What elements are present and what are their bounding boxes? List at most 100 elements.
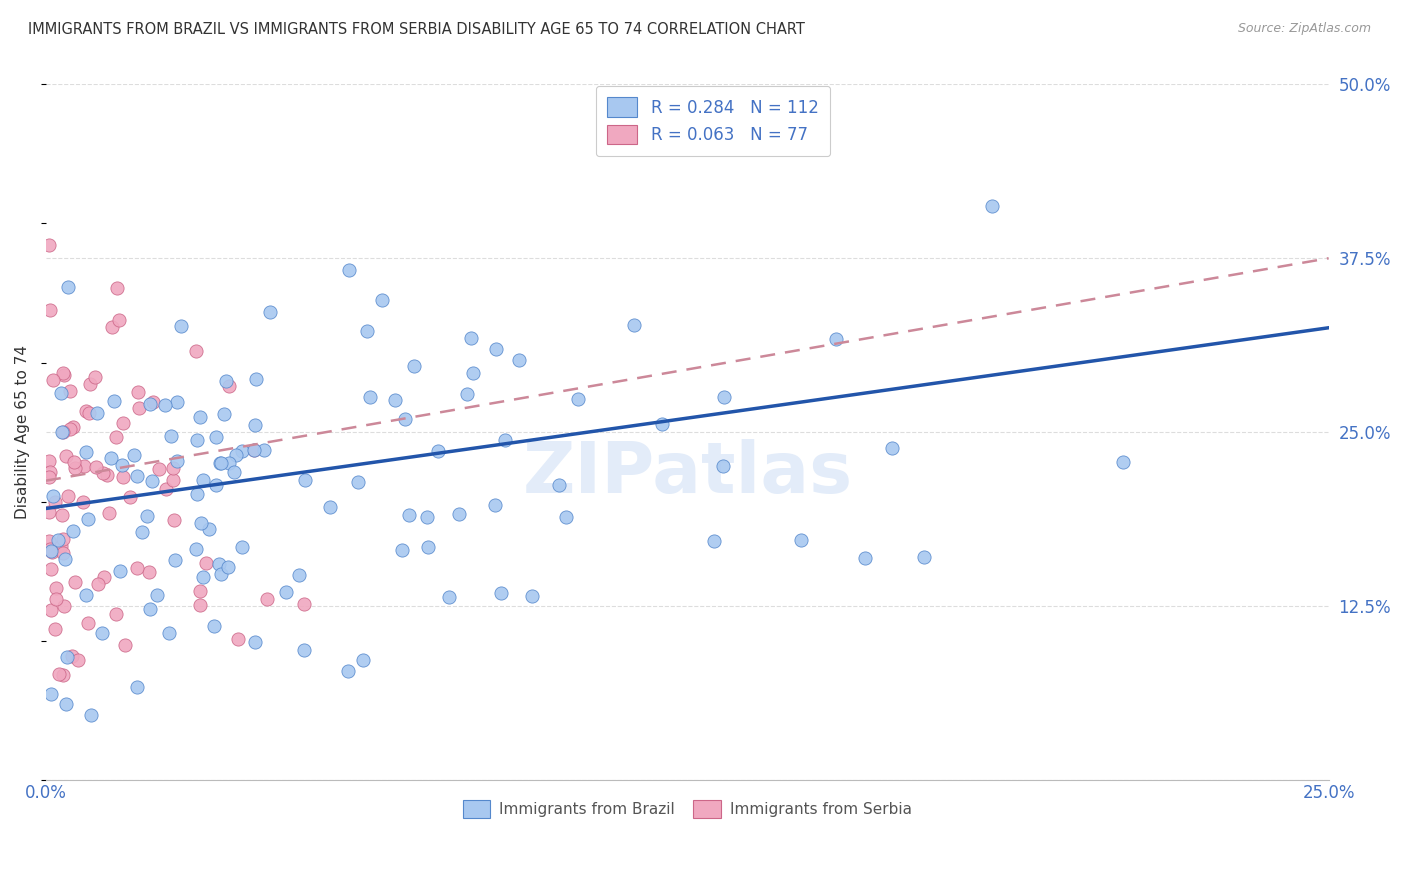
Point xyxy=(114,638,136,652)
Point xyxy=(73,458,96,473)
Point xyxy=(83,369,105,384)
Point xyxy=(274,585,297,599)
Point xyxy=(105,430,128,444)
Point xyxy=(110,458,132,472)
Point xyxy=(912,549,935,564)
Point xyxy=(190,584,212,599)
Point xyxy=(58,279,80,293)
Point xyxy=(148,462,170,476)
Point xyxy=(87,577,110,591)
Point xyxy=(91,466,114,480)
Point xyxy=(226,632,249,646)
Point xyxy=(142,395,165,409)
Point xyxy=(703,533,725,548)
Point xyxy=(162,460,184,475)
Point xyxy=(62,420,84,434)
Point xyxy=(259,304,281,318)
Point xyxy=(39,687,62,701)
Legend: Immigrants from Brazil, Immigrants from Serbia: Immigrants from Brazil, Immigrants from … xyxy=(457,794,918,824)
Point xyxy=(186,542,208,557)
Point xyxy=(52,366,75,380)
Point xyxy=(84,460,107,475)
Point xyxy=(416,541,439,555)
Point xyxy=(484,342,506,356)
Point xyxy=(51,508,73,522)
Point xyxy=(38,533,60,548)
Point xyxy=(456,387,478,401)
Point xyxy=(489,586,512,600)
Point xyxy=(66,653,89,667)
Point xyxy=(1112,454,1135,468)
Point xyxy=(319,500,342,514)
Point xyxy=(170,319,193,334)
Point xyxy=(159,428,181,442)
Point xyxy=(38,237,60,252)
Point xyxy=(416,510,439,524)
Point xyxy=(127,469,149,483)
Point xyxy=(77,406,100,420)
Point xyxy=(359,391,381,405)
Point xyxy=(63,455,86,469)
Point xyxy=(59,421,82,435)
Text: ZIPatlas: ZIPatlas xyxy=(522,439,852,508)
Point xyxy=(209,566,232,581)
Point xyxy=(52,425,75,440)
Point xyxy=(141,474,163,488)
Point xyxy=(76,615,98,630)
Point xyxy=(52,532,75,546)
Point xyxy=(253,442,276,457)
Point xyxy=(209,456,232,470)
Point xyxy=(75,404,97,418)
Point xyxy=(60,649,83,664)
Point xyxy=(52,668,75,682)
Point xyxy=(188,599,211,613)
Point xyxy=(98,506,121,520)
Point xyxy=(55,697,77,711)
Point xyxy=(191,570,214,584)
Point xyxy=(218,379,240,393)
Point xyxy=(42,489,65,503)
Point xyxy=(120,490,142,504)
Point xyxy=(212,407,235,421)
Point xyxy=(243,442,266,457)
Point xyxy=(186,343,208,358)
Point xyxy=(824,333,846,347)
Point xyxy=(208,557,231,571)
Point xyxy=(256,591,278,606)
Point xyxy=(288,568,311,582)
Point xyxy=(75,445,97,459)
Point xyxy=(204,430,226,444)
Point xyxy=(55,450,77,464)
Point xyxy=(46,533,69,547)
Point xyxy=(127,561,149,575)
Point xyxy=(52,546,75,560)
Point xyxy=(294,643,316,657)
Point xyxy=(391,542,413,557)
Point xyxy=(193,473,215,487)
Point xyxy=(162,473,184,487)
Point xyxy=(439,591,461,605)
Point xyxy=(880,441,903,455)
Point xyxy=(100,451,122,466)
Point xyxy=(59,384,82,399)
Point xyxy=(292,597,315,611)
Point xyxy=(49,539,72,553)
Point xyxy=(460,331,482,345)
Point xyxy=(347,475,370,490)
Point xyxy=(111,469,134,483)
Point xyxy=(86,406,108,420)
Point xyxy=(139,397,162,411)
Point xyxy=(38,454,60,468)
Point xyxy=(157,626,180,640)
Point xyxy=(243,417,266,432)
Point xyxy=(166,395,188,409)
Point xyxy=(44,623,66,637)
Point xyxy=(44,495,66,509)
Point xyxy=(447,507,470,521)
Point xyxy=(122,449,145,463)
Point xyxy=(72,494,94,508)
Point xyxy=(155,482,177,496)
Point xyxy=(39,561,62,575)
Point xyxy=(215,374,238,388)
Point xyxy=(231,443,253,458)
